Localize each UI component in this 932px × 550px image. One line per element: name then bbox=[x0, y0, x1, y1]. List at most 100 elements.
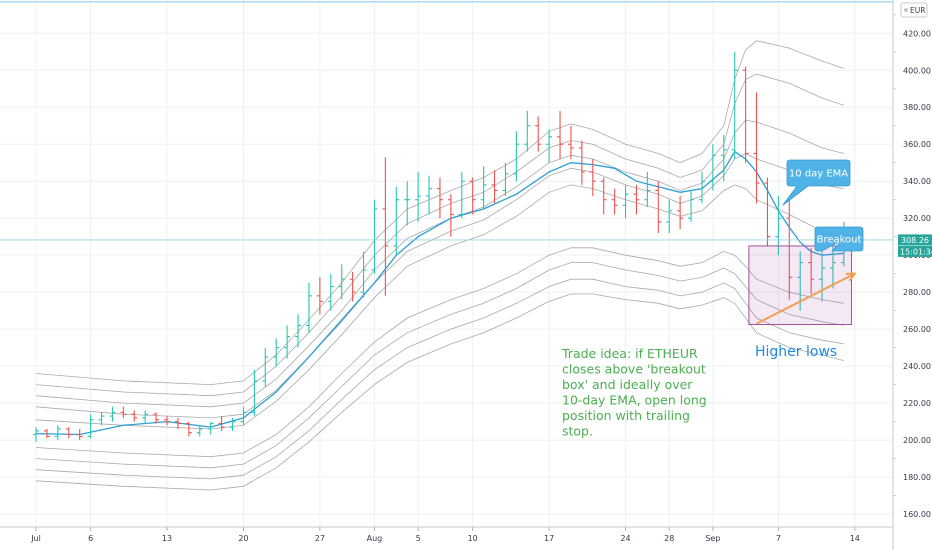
higher-lows-arrow bbox=[756, 272, 856, 325]
ohlc-bar bbox=[207, 421, 214, 435]
ohlc-bar bbox=[447, 194, 454, 237]
x-tick-label: 14 bbox=[850, 534, 860, 543]
ohlc-bar bbox=[426, 175, 433, 215]
countdown-label: 15:01:34 bbox=[898, 245, 932, 257]
envelope-band bbox=[35, 278, 844, 480]
x-tick-label: Sep bbox=[705, 534, 720, 543]
trade-idea-line: 10-day EMA, open long bbox=[562, 393, 707, 408]
ohlc-bar bbox=[458, 171, 465, 219]
y-tick-label: 320.00 bbox=[903, 214, 931, 223]
currency-badge[interactable]: EUR bbox=[900, 2, 928, 18]
ohlc-bar bbox=[76, 428, 83, 441]
last-price-value: 308.26 bbox=[901, 236, 929, 245]
ohlc-bar bbox=[622, 184, 629, 219]
envelope-band bbox=[35, 247, 844, 458]
ohlc-bar bbox=[688, 190, 695, 222]
ohlc-bar bbox=[742, 66, 749, 163]
currency-label: EUR bbox=[910, 6, 925, 15]
higher-lows-label[interactable]: Higher lows bbox=[755, 344, 837, 360]
x-tick-label: 10 bbox=[468, 534, 478, 543]
breakout-callout[interactable]: Breakout bbox=[814, 226, 864, 252]
y-tick-label: 280.00 bbox=[903, 288, 931, 297]
ohlc-bar bbox=[567, 125, 574, 160]
y-tick-label: 420.00 bbox=[903, 29, 931, 38]
ohlc-bar bbox=[174, 417, 181, 429]
envelope-band bbox=[35, 119, 844, 408]
x-tick-label: 27 bbox=[315, 534, 325, 543]
ohlc-bar bbox=[524, 110, 531, 152]
ohlc-bar bbox=[327, 273, 334, 311]
ohlc-bar bbox=[578, 140, 585, 185]
y-tick-label: 260.00 bbox=[903, 325, 931, 334]
ohlc-bar bbox=[589, 159, 596, 197]
trade-idea-line: closes above 'breakout bbox=[562, 362, 706, 377]
ohlc-bar bbox=[677, 196, 684, 230]
x-tick-label: 20 bbox=[238, 534, 248, 543]
ohlc-bar bbox=[54, 425, 61, 441]
envelope-band bbox=[35, 262, 844, 469]
envelope-band bbox=[35, 73, 845, 397]
breakout-callout-label: Breakout bbox=[817, 235, 862, 246]
ohlc-bar bbox=[87, 414, 94, 439]
ohlc-bar bbox=[786, 199, 793, 300]
ohlc-bar bbox=[600, 177, 607, 215]
ema-callout-label: 10 day EMA bbox=[789, 169, 848, 180]
y-tick-label: 400.00 bbox=[903, 66, 931, 75]
ohlc-bar bbox=[229, 417, 236, 431]
ohlc-bar bbox=[164, 416, 171, 426]
ohlc-bar bbox=[109, 406, 116, 422]
ohlc-bar bbox=[218, 416, 225, 431]
y-tick-label: 180.00 bbox=[903, 473, 931, 482]
ohlc-bar bbox=[251, 369, 258, 417]
ohlc-bar bbox=[142, 410, 149, 424]
x-tick-label: 6 bbox=[88, 534, 93, 543]
x-tick-label: Aug bbox=[367, 534, 383, 543]
ema-callout[interactable]: 10 day EMA bbox=[782, 159, 851, 206]
ohlc-bar bbox=[436, 177, 443, 219]
annotations bbox=[0, 1, 893, 325]
ohlc-bar bbox=[284, 325, 291, 359]
x-tick-label: 24 bbox=[620, 534, 630, 543]
y-tick-label: 360.00 bbox=[903, 140, 931, 149]
ohlc-bar bbox=[262, 347, 269, 387]
ohlc-bar bbox=[273, 338, 280, 367]
ohlc-bar bbox=[382, 157, 389, 296]
x-tick-label: 7 bbox=[776, 534, 781, 543]
ohlc-bar bbox=[393, 186, 400, 256]
ohlc-bar bbox=[305, 282, 312, 333]
ohlc-bar bbox=[491, 170, 498, 204]
ohlc-bar bbox=[185, 421, 192, 437]
arrow-head-icon bbox=[845, 272, 857, 282]
ohlc-bar bbox=[120, 406, 127, 418]
y-tick-label: 220.00 bbox=[903, 399, 931, 408]
trade-idea-line: stop. bbox=[562, 424, 593, 439]
ohlc-bar bbox=[295, 314, 302, 348]
x-tick-label: Jul bbox=[30, 534, 41, 543]
ohlc-bar bbox=[666, 199, 673, 233]
ohlc-bar bbox=[644, 171, 651, 208]
breakout-rectangle bbox=[748, 245, 853, 326]
ohlc-bar bbox=[338, 264, 345, 300]
ohlc-bar bbox=[196, 425, 203, 437]
y-tick-label: 340.00 bbox=[903, 177, 931, 186]
ohlc-bars bbox=[33, 51, 847, 442]
ohlc-bar bbox=[469, 177, 476, 215]
ohlc-bar bbox=[513, 131, 520, 182]
y-tick-label: 160.00 bbox=[903, 510, 931, 519]
ohlc-bar bbox=[360, 251, 367, 298]
ohlc-bar bbox=[698, 171, 705, 204]
last-price-label: 308.26 bbox=[898, 234, 932, 246]
ohlc-bar bbox=[775, 196, 782, 256]
x-tick-label: 17 bbox=[544, 534, 554, 543]
envelope-band bbox=[35, 153, 844, 419]
trade-idea-line: position with trailing bbox=[562, 408, 690, 423]
x-tick-label: 28 bbox=[664, 534, 674, 543]
ohlc-bar bbox=[655, 181, 662, 233]
y-tick-label: 240.00 bbox=[903, 362, 931, 371]
ohlc-bar bbox=[65, 427, 72, 439]
ohlc-bar bbox=[316, 277, 323, 315]
ohlc-bar bbox=[829, 245, 836, 289]
ohlc-bar bbox=[131, 410, 138, 422]
